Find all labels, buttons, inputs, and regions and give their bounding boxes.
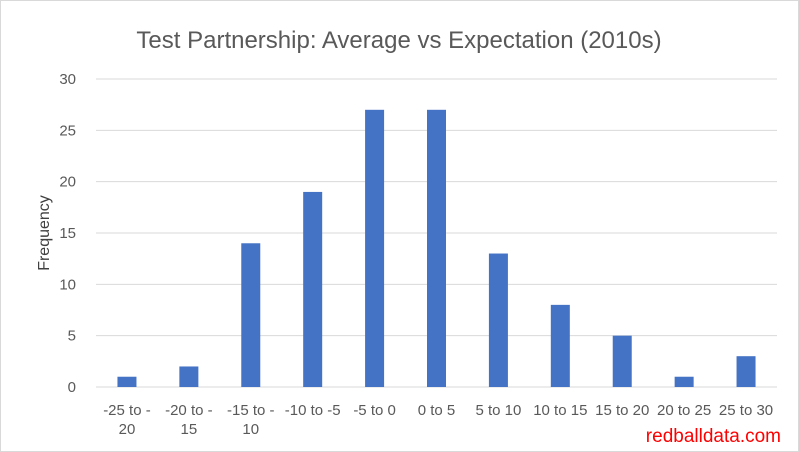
bar xyxy=(736,356,756,387)
bar xyxy=(117,376,137,387)
x-tick-label: -20 to -15 xyxy=(165,402,213,438)
bar xyxy=(550,304,570,387)
bar xyxy=(674,376,694,387)
bars xyxy=(117,109,756,388)
bar xyxy=(612,335,632,387)
chart-title: Test Partnership: Average vs Expectation… xyxy=(136,27,661,54)
y-tick-label: 20 xyxy=(59,174,76,191)
x-tick-label: 5 to 10 xyxy=(475,402,521,419)
y-tick-label: 30 xyxy=(59,71,76,88)
bar xyxy=(179,366,199,387)
x-tick-label: -10 to -5 xyxy=(285,402,341,419)
x-tick-label: 0 to 5 xyxy=(418,402,456,419)
x-tick-label: -15 to -10 xyxy=(227,402,275,438)
x-tick-label: -5 to 0 xyxy=(353,402,396,419)
y-tick-labels: 0 5 10 15 20 25 30 xyxy=(59,71,76,396)
y-tick-label: 5 xyxy=(68,328,76,345)
bar xyxy=(427,109,446,388)
watermark-text: redballdata.com xyxy=(646,426,781,447)
y-tick-label: 15 xyxy=(59,225,76,242)
x-tick-label: 20 to 25 xyxy=(657,402,711,419)
y-tick-label: 25 xyxy=(59,122,76,139)
y-axis-label: Frequency xyxy=(36,195,53,271)
bar xyxy=(365,109,385,388)
y-tick-label: 0 xyxy=(68,379,76,396)
x-tick-label: 25 to 30 xyxy=(719,402,773,419)
bar xyxy=(488,253,508,387)
y-tick-label: 10 xyxy=(59,276,76,293)
x-tick-label: -25 to -20 xyxy=(103,402,151,438)
bar xyxy=(241,243,261,387)
x-tick-labels: -25 to -20 -20 to -15 -15 to -10 -10 to -5-… xyxy=(103,402,773,438)
x-tick-label: 15 to 20 xyxy=(595,402,649,419)
bar xyxy=(303,191,323,387)
x-tick-label: 10 to 15 xyxy=(533,402,587,419)
